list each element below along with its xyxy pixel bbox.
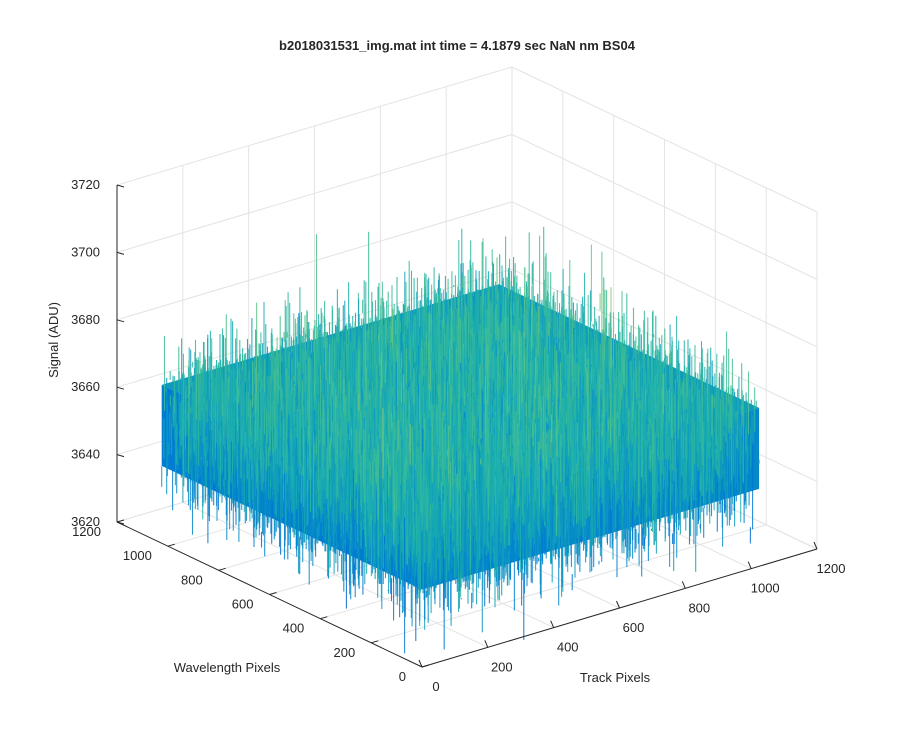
side-wall-grid-line	[511, 201, 818, 348]
back-wall-grid-line	[116, 66, 513, 186]
back-wall-grid-line	[116, 133, 513, 253]
floor-grid-line	[371, 524, 767, 644]
side-wall-grid-line	[511, 133, 818, 280]
back-wall-grid-line	[116, 201, 513, 321]
side-wall-grid-line	[511, 66, 818, 213]
surface-mesh	[161, 226, 760, 654]
